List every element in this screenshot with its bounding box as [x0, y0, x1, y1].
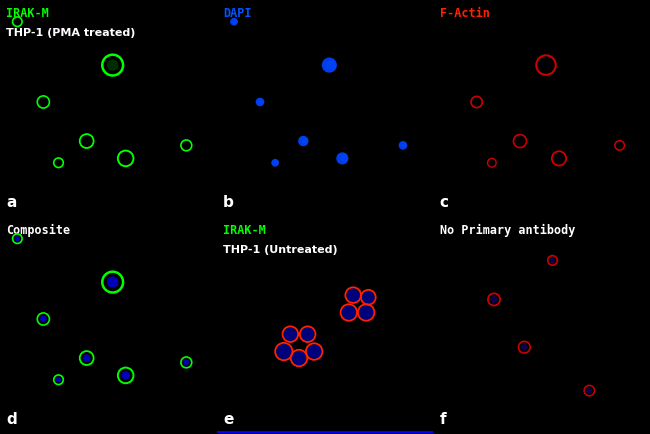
Text: F-Actin: F-Actin: [440, 7, 489, 20]
Circle shape: [83, 354, 90, 362]
Text: b: b: [223, 195, 234, 210]
Text: Composite: Composite: [6, 224, 71, 237]
Circle shape: [342, 305, 356, 320]
Circle shape: [292, 351, 306, 365]
Text: e: e: [223, 412, 233, 427]
Circle shape: [15, 236, 20, 241]
Text: c: c: [440, 195, 449, 210]
Circle shape: [233, 19, 237, 24]
Text: THP-1 (PMA treated): THP-1 (PMA treated): [6, 28, 136, 38]
Circle shape: [359, 305, 373, 320]
Circle shape: [322, 57, 337, 73]
Circle shape: [56, 377, 61, 382]
Circle shape: [230, 18, 238, 26]
Text: DAPI: DAPI: [223, 7, 252, 20]
Text: a: a: [6, 195, 17, 210]
Circle shape: [183, 359, 189, 365]
Circle shape: [340, 154, 348, 162]
Circle shape: [521, 344, 528, 351]
Circle shape: [40, 316, 47, 322]
Circle shape: [107, 59, 118, 71]
Circle shape: [346, 288, 360, 302]
Circle shape: [255, 98, 265, 106]
Circle shape: [401, 142, 407, 148]
Text: f: f: [440, 412, 447, 427]
Circle shape: [107, 276, 118, 288]
Circle shape: [550, 257, 555, 263]
Circle shape: [586, 388, 592, 394]
Circle shape: [307, 344, 321, 359]
Text: IRAK-M: IRAK-M: [223, 224, 266, 237]
Circle shape: [122, 371, 130, 380]
Circle shape: [274, 160, 279, 165]
Circle shape: [362, 291, 375, 304]
Circle shape: [301, 327, 315, 341]
Text: IRAK-M: IRAK-M: [6, 7, 49, 20]
Circle shape: [490, 296, 498, 303]
Circle shape: [326, 59, 336, 69]
Circle shape: [336, 152, 348, 164]
Text: d: d: [6, 412, 18, 427]
Circle shape: [298, 136, 309, 146]
Circle shape: [283, 327, 297, 341]
Text: No Primary antibody: No Primary antibody: [440, 224, 575, 237]
Circle shape: [271, 159, 279, 167]
Circle shape: [398, 141, 408, 150]
Circle shape: [301, 137, 308, 144]
Text: THP-1 (Untreated): THP-1 (Untreated): [223, 245, 338, 255]
Circle shape: [276, 344, 291, 359]
Circle shape: [258, 99, 264, 105]
